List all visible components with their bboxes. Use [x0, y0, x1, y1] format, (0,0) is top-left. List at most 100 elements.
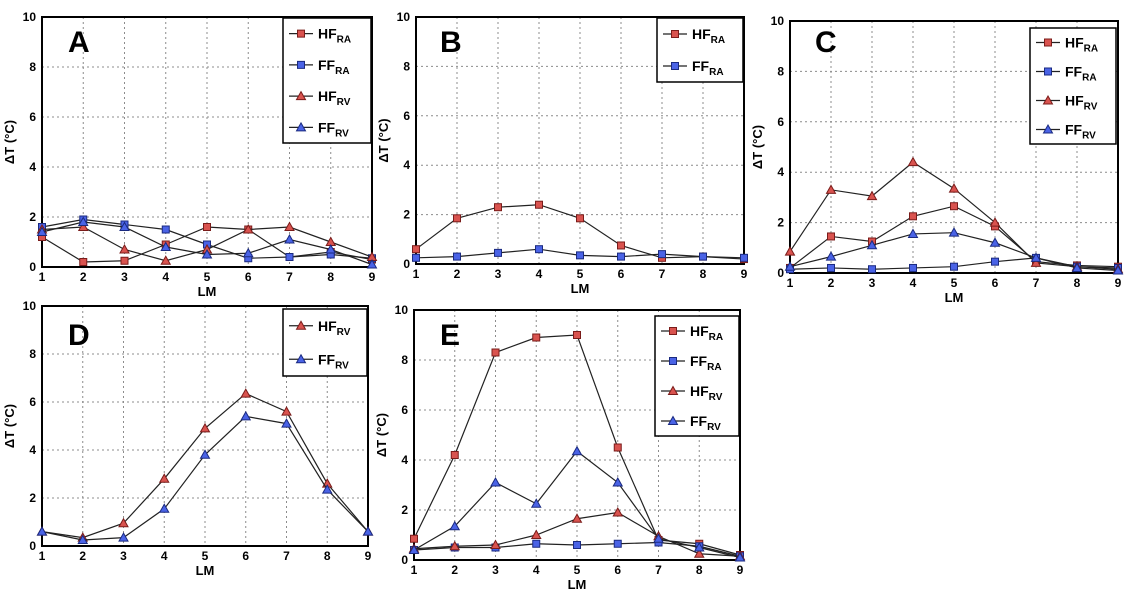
legend-entry-subscript: RA	[709, 332, 723, 343]
data-point	[658, 250, 666, 259]
data-point	[494, 203, 502, 212]
data-point	[321, 484, 333, 494]
data-point	[412, 253, 420, 262]
data-point	[79, 258, 88, 266]
data-point	[449, 520, 461, 531]
x-tick-label: 2	[451, 563, 458, 577]
data-point	[284, 221, 295, 231]
legend-marker	[1044, 38, 1052, 47]
x-tick-label: 9	[1115, 276, 1122, 290]
data-point	[410, 534, 418, 543]
legend-entry: HFRV	[1065, 93, 1098, 113]
legend-entry-name: FF	[318, 57, 336, 73]
x-axis-label: LM	[198, 284, 217, 299]
x-tick-label: 6	[245, 270, 252, 284]
x-tick-label: 5	[577, 267, 584, 281]
data-point	[199, 422, 211, 433]
data-point	[784, 261, 796, 271]
data-point	[950, 262, 958, 271]
legend-entry-name: HF	[1065, 35, 1084, 51]
data-point	[281, 418, 292, 428]
y-tick-label: 10	[23, 10, 37, 24]
data-point	[201, 248, 213, 259]
x-tick-label: 1	[411, 563, 418, 577]
x-tick-label: 9	[737, 563, 744, 577]
data-point	[490, 476, 501, 487]
data-point	[535, 245, 543, 254]
x-tick-label: 6	[992, 276, 999, 290]
data-point	[450, 451, 459, 459]
y-tick-label: 2	[401, 503, 408, 517]
legend-entry-name: HF	[690, 383, 709, 399]
x-tick-label: 3	[120, 549, 127, 563]
x-tick-label: 9	[365, 549, 372, 563]
data-point	[412, 245, 420, 254]
data-point	[827, 232, 835, 241]
plot-frame	[789, 20, 1119, 274]
data-point	[240, 410, 252, 421]
panel-label: E	[440, 319, 460, 352]
data-point	[740, 253, 748, 262]
data-point	[490, 539, 501, 549]
legend-entry-subscript: RV	[337, 97, 351, 108]
series-ff-rv	[36, 410, 374, 544]
legend-entry: FFRA	[692, 58, 724, 78]
data-point	[160, 241, 172, 251]
data-point	[284, 233, 295, 244]
panel-label: C	[815, 26, 837, 59]
data-point	[160, 255, 172, 265]
data-point	[118, 517, 129, 528]
data-point	[734, 551, 746, 562]
data-point	[199, 449, 211, 459]
legend-entry: HFRA	[692, 26, 725, 46]
x-tick-label: 3	[869, 276, 876, 290]
plot-frame	[415, 16, 745, 265]
data-point	[825, 184, 837, 194]
x-axis-label: LM	[196, 563, 215, 578]
data-point	[576, 251, 584, 260]
data-point	[491, 348, 500, 357]
legend-entry-subscript: RV	[707, 422, 721, 433]
legend-entry-subscript: RA	[707, 362, 721, 373]
x-tick-label: 7	[1033, 276, 1040, 290]
data-point	[617, 241, 625, 250]
x-tick-label: 5	[202, 549, 209, 563]
data-point	[242, 223, 254, 234]
x-tick-label: 8	[324, 549, 331, 563]
legend-entry-subscript: RA	[709, 67, 723, 78]
legend-marker	[295, 90, 307, 101]
legend-entry-subscript: RA	[1082, 73, 1096, 84]
series-ff-rv	[36, 216, 378, 269]
legend-entry: FFRA	[1065, 64, 1097, 84]
legend-entry: FFRA	[318, 57, 350, 77]
legend-entry: HFRV	[318, 318, 351, 338]
legend-entry-name: HF	[318, 88, 337, 104]
y-tick-label: 10	[395, 303, 409, 317]
data-point	[453, 252, 461, 261]
x-tick-label: 9	[741, 267, 748, 281]
data-point	[693, 541, 705, 552]
legend-marker	[295, 320, 307, 330]
x-tick-label: 2	[828, 276, 835, 290]
data-point	[449, 540, 461, 551]
legend-entry: FFRA	[690, 353, 722, 373]
y-tick-label: 6	[29, 395, 36, 409]
data-point	[535, 200, 543, 209]
data-point	[494, 248, 502, 257]
legend-entry-name: FF	[690, 413, 708, 429]
data-point	[571, 513, 583, 523]
legend-marker	[669, 327, 677, 335]
legend-entry-subscript: RA	[335, 66, 349, 77]
y-tick-label: 6	[777, 115, 784, 129]
data-point	[868, 265, 876, 274]
x-tick-label: 1	[39, 270, 46, 284]
legend-entry-subscript: RV	[337, 327, 351, 338]
legend-entry-name: FF	[1065, 122, 1083, 138]
legend-box	[282, 17, 372, 144]
legend-marker	[667, 385, 679, 395]
